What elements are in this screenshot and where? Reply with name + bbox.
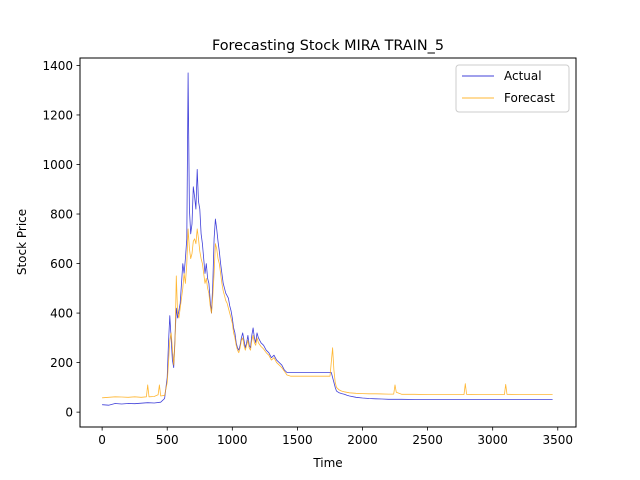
y-axis-title: Stock Price <box>15 209 29 275</box>
y-tick-label: 1400 <box>42 59 73 73</box>
y-tick-label: 1000 <box>42 158 73 172</box>
legend: Actual Forecast <box>455 64 570 113</box>
x-tick-label: 2500 <box>412 433 443 447</box>
x-axis: 0 500 1000 1500 2000 2500 3000 3500 <box>98 427 573 447</box>
x-tick-label: 500 <box>156 433 179 447</box>
x-tick-label: 0 <box>98 433 106 447</box>
y-axis: 0 200 400 600 800 1000 1200 1400 <box>42 59 80 420</box>
series-line-actual <box>102 72 553 406</box>
y-tick-label: 1200 <box>42 108 73 122</box>
y-tick-label: 400 <box>50 307 73 321</box>
plot-area <box>79 57 577 428</box>
x-axis-title: Time <box>312 456 342 470</box>
legend-box <box>455 64 570 113</box>
x-tick-label: 1000 <box>217 433 248 447</box>
x-tick-label: 2000 <box>347 433 378 447</box>
y-tick-label: 0 <box>65 406 73 420</box>
x-tick-label: 1500 <box>282 433 313 447</box>
series-layer <box>102 72 553 406</box>
legend-label-forecast: Forecast <box>504 91 555 105</box>
y-tick-label: 800 <box>50 208 73 222</box>
chart-title: Forecasting Stock MIRA TRAIN_5 <box>212 38 444 54</box>
x-tick-label: 3000 <box>477 433 508 447</box>
legend-label-actual: Actual <box>504 69 542 83</box>
y-tick-label: 600 <box>50 257 73 271</box>
series-line-forecast <box>102 228 553 399</box>
y-tick-label: 200 <box>50 356 73 370</box>
plot-frame <box>79 57 577 428</box>
x-tick-label: 3500 <box>543 433 574 447</box>
